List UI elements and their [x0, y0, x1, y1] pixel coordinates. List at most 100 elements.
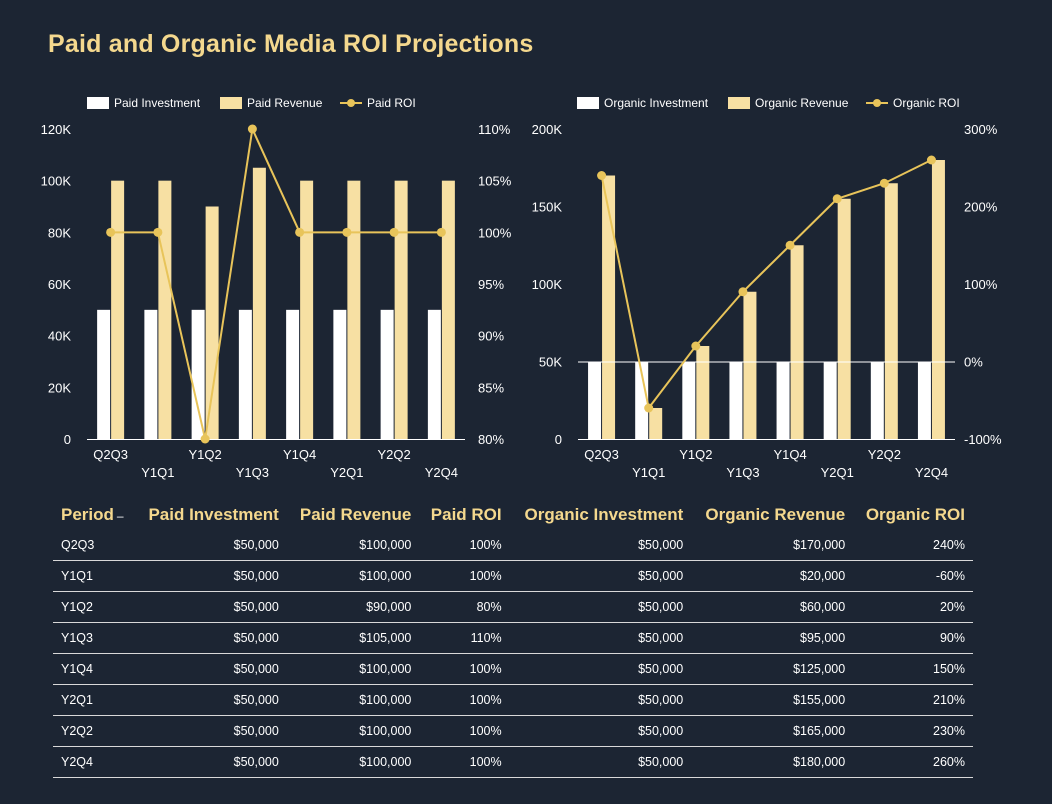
cell-paid-revenue: $90,000: [286, 591, 420, 623]
table-row: Y2Q1 $50,000 $100,000 100% $50,000 $155,000 21…: [53, 684, 973, 716]
paid-revenue-bar: [300, 180, 314, 439]
cell-organic-revenue: $20,000: [691, 560, 854, 592]
cell-paid-investment: $50,000: [134, 530, 287, 561]
charts-canvas: Paid Investment Paid Revenue Paid ROI 0 20K 4…: [41, 96, 1002, 480]
paid-roi-point: [295, 227, 305, 237]
organic-right-tick: 300%: [964, 122, 998, 137]
organic-roi-point: [691, 341, 701, 351]
cell-organic-roi: 230%: [853, 715, 973, 747]
organic-x-tick: Y1Q3: [726, 465, 759, 480]
paid-legend-marker-icon: [347, 99, 355, 107]
organic-roi-point: [879, 178, 889, 188]
cell-organic-investment: $50,000: [509, 591, 692, 623]
paid-roi-point: [342, 227, 352, 237]
organic-roi-point: [644, 403, 654, 413]
col-header-organic-investment[interactable]: Organic Investment: [524, 505, 684, 524]
organic-x-tick: Q2Q3: [584, 447, 619, 462]
paid-x-tick: Q2Q3: [93, 447, 128, 462]
cell-period: Y1Q2: [53, 591, 135, 623]
paid-investment-bar: [286, 309, 300, 439]
cell-period: Q2Q3: [53, 530, 135, 561]
cell-paid-roi: 100%: [419, 653, 510, 685]
col-header-paid-roi[interactable]: Paid ROI: [430, 505, 502, 524]
col-header-organic-revenue[interactable]: Organic Revenue: [705, 505, 846, 524]
cell-organic-revenue: $60,000: [691, 591, 854, 623]
organic-roi-point: [738, 287, 748, 297]
table-row: Y1Q2 $50,000 $90,000 80% $50,000 $60,000 20%: [53, 591, 973, 623]
cell-paid-roi: 110%: [419, 622, 510, 654]
organic-legend-swatch-0: [577, 97, 599, 109]
paid-roi-point: [153, 227, 163, 237]
organic-legend-swatch-1: [728, 97, 750, 109]
cell-organic-roi: 20%: [853, 591, 973, 623]
paid-revenue-bar: [158, 180, 172, 439]
cell-organic-investment: $50,000: [509, 715, 692, 747]
organic-revenue-bar: [743, 291, 757, 439]
organic-right-tick: -100%: [964, 432, 1002, 447]
paid-revenue-bar: [252, 167, 266, 439]
cell-paid-roi: 100%: [419, 746, 510, 778]
paid-legend-label-2: Paid ROI: [367, 96, 416, 110]
cell-organic-revenue: $155,000: [691, 684, 854, 716]
col-header-organic-roi[interactable]: Organic ROI: [865, 505, 965, 524]
organic-investment-bar: [823, 361, 837, 439]
organic-revenue-bar: [696, 346, 710, 439]
paid-left-tick: 20K: [48, 380, 71, 395]
paid-revenue-bar: [205, 206, 219, 439]
paid-legend-swatch-0: [87, 97, 109, 109]
table-row: Y1Q1 $50,000 $100,000 100% $50,000 $20,000 -60…: [53, 560, 973, 592]
paid-left-tick: 0: [64, 432, 71, 447]
paid-roi-line: [110, 125, 442, 440]
cell-paid-revenue: $100,000: [286, 715, 420, 747]
cell-period: Y2Q4: [53, 746, 135, 778]
cell-paid-roi: 100%: [419, 560, 510, 592]
col-header-paid-investment[interactable]: Paid Investment: [148, 505, 279, 524]
table-row: Y1Q3 $50,000 $105,000 110% $50,000 $95,000 90%: [53, 622, 973, 654]
organic-x-tick: Y1Q4: [773, 447, 806, 462]
col-header-period[interactable]: Period –: [61, 505, 124, 524]
organic-roi-point: [785, 240, 795, 250]
organic-legend-label-0: Organic Investment: [604, 96, 709, 110]
organic-investment-bar: [588, 361, 602, 439]
paid-roi-point: [106, 227, 116, 237]
table-row: Y2Q2 $50,000 $100,000 100% $50,000 $165,000 23…: [53, 715, 973, 747]
table-row: Y2Q4 $50,000 $100,000 100% $50,000 $180,000 26…: [53, 746, 973, 778]
paid-left-tick: 80K: [48, 225, 71, 240]
cell-organic-roi: 260%: [853, 746, 973, 778]
organic-revenue-bar: [884, 183, 898, 439]
cell-organic-investment: $50,000: [509, 530, 692, 561]
cell-paid-investment: $50,000: [134, 715, 287, 747]
organic-x-tick: Y2Q1: [821, 465, 854, 480]
cell-paid-revenue: $105,000: [286, 622, 420, 654]
page-title: Paid and Organic Media ROI Projections: [48, 30, 534, 58]
organic-investment-bar: [776, 361, 790, 439]
cell-paid-revenue: $100,000: [286, 746, 420, 778]
organic-revenue-bar: [649, 408, 663, 439]
organic-investment-bar: [635, 361, 649, 439]
cell-organic-investment: $50,000: [509, 560, 692, 592]
organic-revenue-bar: [790, 245, 804, 439]
cell-organic-investment: $50,000: [509, 684, 692, 716]
paid-left-tick: 60K: [48, 277, 71, 292]
cell-period: Y1Q1: [53, 560, 135, 592]
cell-period: Y1Q4: [53, 653, 135, 685]
col-header-paid-revenue[interactable]: Paid Revenue: [299, 505, 412, 524]
sort-indicator-icon[interactable]: –: [116, 509, 124, 523]
paid-right-tick: 80%: [478, 432, 504, 447]
paid-legend-label-1: Paid Revenue: [247, 96, 323, 110]
cell-organic-roi: -60%: [853, 560, 973, 592]
paid-revenue-bar: [347, 180, 361, 439]
cell-organic-roi: 210%: [853, 684, 973, 716]
cell-period: Y2Q2: [53, 715, 135, 747]
cell-period: Y1Q3: [53, 622, 135, 654]
paid-investment-bar: [333, 309, 347, 439]
paid-investment-bar: [144, 309, 158, 439]
paid-legend-swatch-1: [220, 97, 242, 109]
organic-roi-point: [832, 194, 842, 204]
paid-legend-label-0: Paid Investment: [114, 96, 201, 110]
cell-paid-investment: $50,000: [134, 684, 287, 716]
paid-x-tick: Y2Q4: [425, 465, 458, 480]
organic-x-tick: Y1Q1: [632, 465, 665, 480]
paid-left-tick: 40K: [48, 329, 71, 344]
paid-right-tick: 85%: [478, 380, 504, 395]
